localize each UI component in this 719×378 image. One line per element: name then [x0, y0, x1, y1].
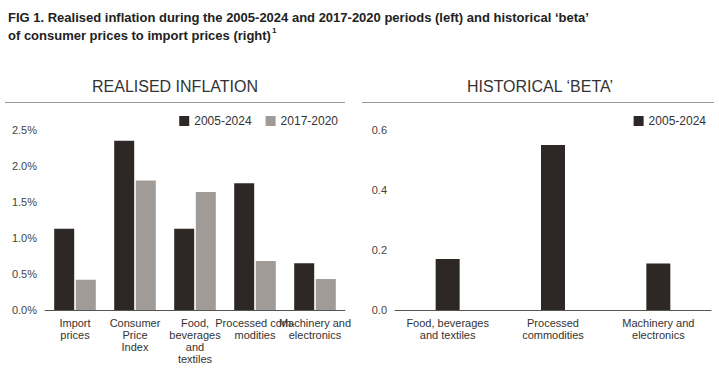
svg-text:2005-2024: 2005-2024	[649, 114, 707, 128]
svg-text:2017-2020: 2017-2020	[281, 114, 339, 128]
svg-text:1.0%: 1.0%	[12, 232, 37, 244]
svg-text:Import: Import	[59, 317, 90, 329]
svg-text:prices: prices	[60, 329, 90, 341]
svg-text:1: 1	[272, 26, 277, 35]
svg-text:electronics: electronics	[289, 329, 342, 341]
svg-text:electronics: electronics	[632, 329, 685, 341]
svg-text:Food,: Food,	[181, 317, 209, 329]
svg-text:0.5%: 0.5%	[12, 268, 37, 280]
svg-text:0.0%: 0.0%	[12, 304, 37, 316]
svg-text:0.4: 0.4	[372, 184, 387, 196]
svg-text:Machinery and: Machinery and	[279, 317, 351, 329]
svg-text:Processed: Processed	[527, 317, 579, 329]
svg-text:Price: Price	[122, 329, 147, 341]
svg-text:beverages: beverages	[169, 329, 221, 341]
svg-text:Food, beverages: Food, beverages	[406, 317, 489, 329]
svg-text:commodities: commodities	[522, 329, 584, 341]
svg-text:2.5%: 2.5%	[12, 124, 37, 136]
svg-text:1.5%: 1.5%	[12, 196, 37, 208]
svg-text:2005-2024: 2005-2024	[194, 114, 252, 128]
svg-text:0.0: 0.0	[372, 304, 387, 316]
svg-text:Processed com-: Processed com-	[215, 317, 295, 329]
svg-text:HISTORICAL ‘BETA’: HISTORICAL ‘BETA’	[467, 78, 613, 95]
svg-text:modities: modities	[235, 329, 276, 341]
svg-text:REALISED INFLATION: REALISED INFLATION	[92, 78, 258, 95]
svg-text:FIG 1. Realised inflation duri: FIG 1. Realised inflation during the 200…	[8, 10, 589, 25]
svg-text:Consumer: Consumer	[110, 317, 161, 329]
svg-text:Machinery and: Machinery and	[622, 317, 694, 329]
svg-text:and textiles: and textiles	[420, 329, 476, 341]
svg-text:textiles: textiles	[178, 353, 213, 365]
svg-text:2.0%: 2.0%	[12, 160, 37, 172]
svg-text:Index: Index	[122, 341, 149, 353]
svg-text:and: and	[186, 341, 204, 353]
svg-text:of consumer prices to import p: of consumer prices to import prices (rig…	[8, 28, 271, 43]
svg-text:0.2: 0.2	[372, 244, 387, 256]
svg-text:0.6: 0.6	[372, 124, 387, 136]
